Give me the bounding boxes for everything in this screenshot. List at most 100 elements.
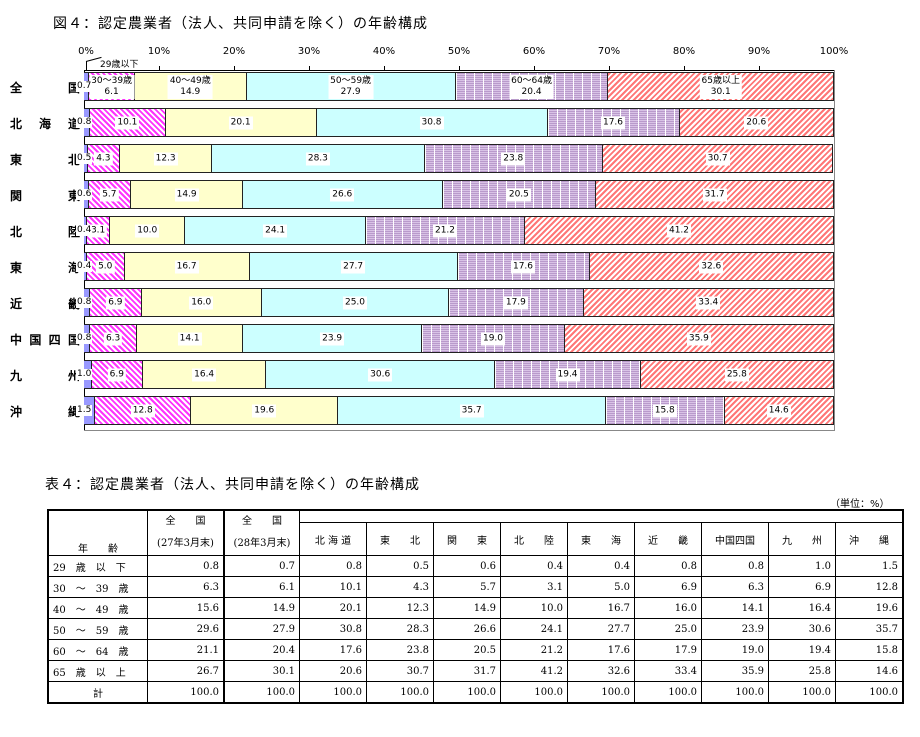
value: 27.9 bbox=[340, 86, 361, 97]
region-header: 中国四国 bbox=[701, 522, 769, 556]
table-cell: 14.1 bbox=[701, 597, 769, 619]
data-label-29-under: 0.4 bbox=[76, 225, 93, 236]
bar-segment-age-50-59: 25.0 bbox=[261, 288, 450, 317]
region-header: 北 陸 bbox=[500, 522, 568, 556]
table-row: 60 ～ 64 歳 21.1 20.4 17.6 23.8 20.5 21.2 17.6 17.… bbox=[47, 639, 904, 661]
bar-segment-age-30-39: 6.9 bbox=[91, 360, 144, 389]
total-cell: 100.0 bbox=[299, 681, 367, 704]
data-label: 26.6 bbox=[330, 188, 355, 201]
stacked-bar: 5.0 16.7 27.7 17.6 32.6 bbox=[84, 252, 834, 281]
table-cell: 23.8 bbox=[366, 639, 434, 661]
corner-header: 年 齢 bbox=[47, 509, 148, 556]
data-label: 50～59歳 27.9 bbox=[328, 74, 374, 99]
series-name: 50～59歳 bbox=[330, 75, 372, 86]
data-label: 24.1 bbox=[263, 224, 288, 237]
data-label: 20.1 bbox=[228, 116, 253, 129]
data-label: 6.3 bbox=[103, 332, 123, 345]
bar-segment-age-65-over: 33.4 bbox=[583, 288, 834, 317]
bar-segment-age-40-49: 16.7 bbox=[124, 252, 250, 281]
bar-segment-age-60-64: 19.4 bbox=[495, 360, 641, 389]
stacked-bar: 10.1 20.1 30.8 17.6 20.6 bbox=[84, 108, 834, 137]
bar-segment-age-30-39: 10.1 bbox=[90, 108, 166, 137]
table-cell: 27.9 bbox=[223, 618, 300, 640]
total-cell: 100.0 bbox=[433, 681, 501, 704]
data-label: 32.6 bbox=[699, 260, 724, 273]
plot-border bbox=[84, 70, 85, 430]
bar-segment-age-65-over: 20.6 bbox=[679, 108, 834, 137]
axis-tick-label: 10% bbox=[147, 46, 171, 57]
data-label-29-under: 1.0 bbox=[76, 369, 93, 380]
national-28-header: 全 国 (28年3月末) bbox=[223, 509, 300, 556]
axis-tick bbox=[234, 66, 235, 71]
data-label: 6.9 bbox=[107, 368, 127, 381]
table-row: 40 ～ 49 歳 15.6 14.9 20.1 12.3 14.9 10.0 16.7 16.… bbox=[47, 597, 904, 619]
table-cell: 14.9 bbox=[223, 597, 300, 619]
series-name: 40～49歳 bbox=[169, 75, 211, 86]
bar-segment-age-40-49: 20.1 bbox=[165, 108, 317, 137]
data-label: 10.0 bbox=[135, 224, 160, 237]
data-label: 12.3 bbox=[153, 152, 178, 165]
region-group-header bbox=[299, 509, 904, 524]
bar-segment-age-60-64: 19.0 bbox=[422, 324, 565, 353]
bar-segment-age-60-64: 17.9 bbox=[449, 288, 584, 317]
table-cell: 0.4 bbox=[500, 555, 568, 577]
data-label: 17.6 bbox=[600, 116, 626, 129]
axis-tick-label: 80% bbox=[672, 46, 696, 57]
axis-tick-label: 60% bbox=[522, 46, 546, 57]
data-label: 14.9 bbox=[174, 188, 199, 201]
age-group-label: 50 ～ 59 歳 bbox=[47, 618, 148, 640]
age-composition-table: 年 齢 全 国 (27年3月末) 全 国 (28年3月末) 北 海 道東 北関 … bbox=[47, 509, 904, 704]
table-cell: 17.9 bbox=[634, 639, 702, 661]
table-cell: 19.0 bbox=[701, 639, 769, 661]
data-label: 19.0 bbox=[480, 332, 506, 345]
bar-segment-age-40-49: 40～49歳 14.9 bbox=[134, 72, 247, 101]
region-header-row: 北 海 道東 北関 東北 陸東 海近 畿中国四国九 州沖 縄 bbox=[48, 522, 904, 556]
table-cell: 32.6 bbox=[567, 660, 635, 682]
table-cell: 30.6 bbox=[768, 618, 836, 640]
bar-segment-age-30-39: 12.8 bbox=[95, 396, 192, 425]
age-group-label: 60 ～ 64 歳 bbox=[47, 639, 148, 661]
data-label: 31.7 bbox=[702, 188, 727, 201]
bar-segment-age-60-64: 20.5 bbox=[442, 180, 597, 209]
value: 14.9 bbox=[180, 86, 201, 97]
data-label: 33.4 bbox=[696, 296, 721, 309]
axis-tick bbox=[534, 66, 535, 71]
data-label: 3.1 bbox=[88, 224, 108, 237]
total-cell: 100.0 bbox=[147, 681, 225, 704]
stacked-bar: 4.3 12.3 28.3 23.8 30.7 bbox=[84, 144, 834, 173]
table-cell: 0.8 bbox=[701, 555, 769, 577]
region-header: 東 海 bbox=[567, 522, 635, 556]
total-cell: 100.0 bbox=[223, 681, 300, 704]
plot-border bbox=[834, 70, 835, 430]
category-label: 東 北 bbox=[10, 153, 80, 167]
table-cell: 0.6 bbox=[433, 555, 501, 577]
table-cell: 24.1 bbox=[500, 618, 568, 640]
bar-segment-age-40-49: 14.9 bbox=[131, 180, 243, 209]
stacked-bar: 6.9 16.4 30.6 19.4 25.8 bbox=[84, 360, 835, 389]
age-group-label: 29 歳 以 下 bbox=[47, 555, 148, 577]
table-cell: 21.1 bbox=[147, 639, 225, 661]
bar-segment-age-50-59: 35.7 bbox=[338, 396, 606, 425]
category-label: 近 畿 bbox=[10, 297, 80, 311]
table-cell: 20.5 bbox=[433, 639, 501, 661]
data-label: 16.4 bbox=[192, 368, 217, 381]
table-cell: 10.1 bbox=[299, 576, 367, 598]
category-label: 東 海 bbox=[10, 261, 80, 275]
table-cell: 5.0 bbox=[567, 576, 635, 598]
table-cell: 35.9 bbox=[701, 660, 769, 682]
bar-segment-age-65-over: 14.6 bbox=[724, 396, 834, 425]
axis-tick bbox=[459, 66, 460, 71]
stacked-bar: 5.7 14.9 26.6 20.5 31.7 bbox=[84, 180, 834, 209]
data-label: 4.3 bbox=[94, 152, 113, 165]
callout-line bbox=[86, 61, 87, 70]
table-cell: 1.5 bbox=[835, 555, 904, 577]
table-cell: 0.8 bbox=[299, 555, 367, 577]
data-label: 27.7 bbox=[341, 260, 366, 273]
category-label: 関 東 bbox=[10, 189, 80, 203]
data-label: 16.0 bbox=[189, 296, 214, 309]
table-cell: 30.1 bbox=[223, 660, 300, 682]
region-header: 東 北 bbox=[366, 522, 434, 556]
data-label-29-under: 0.7 bbox=[76, 81, 93, 92]
bar-segment-age-50-59: 23.9 bbox=[243, 324, 423, 353]
data-label: 28.3 bbox=[305, 152, 330, 165]
